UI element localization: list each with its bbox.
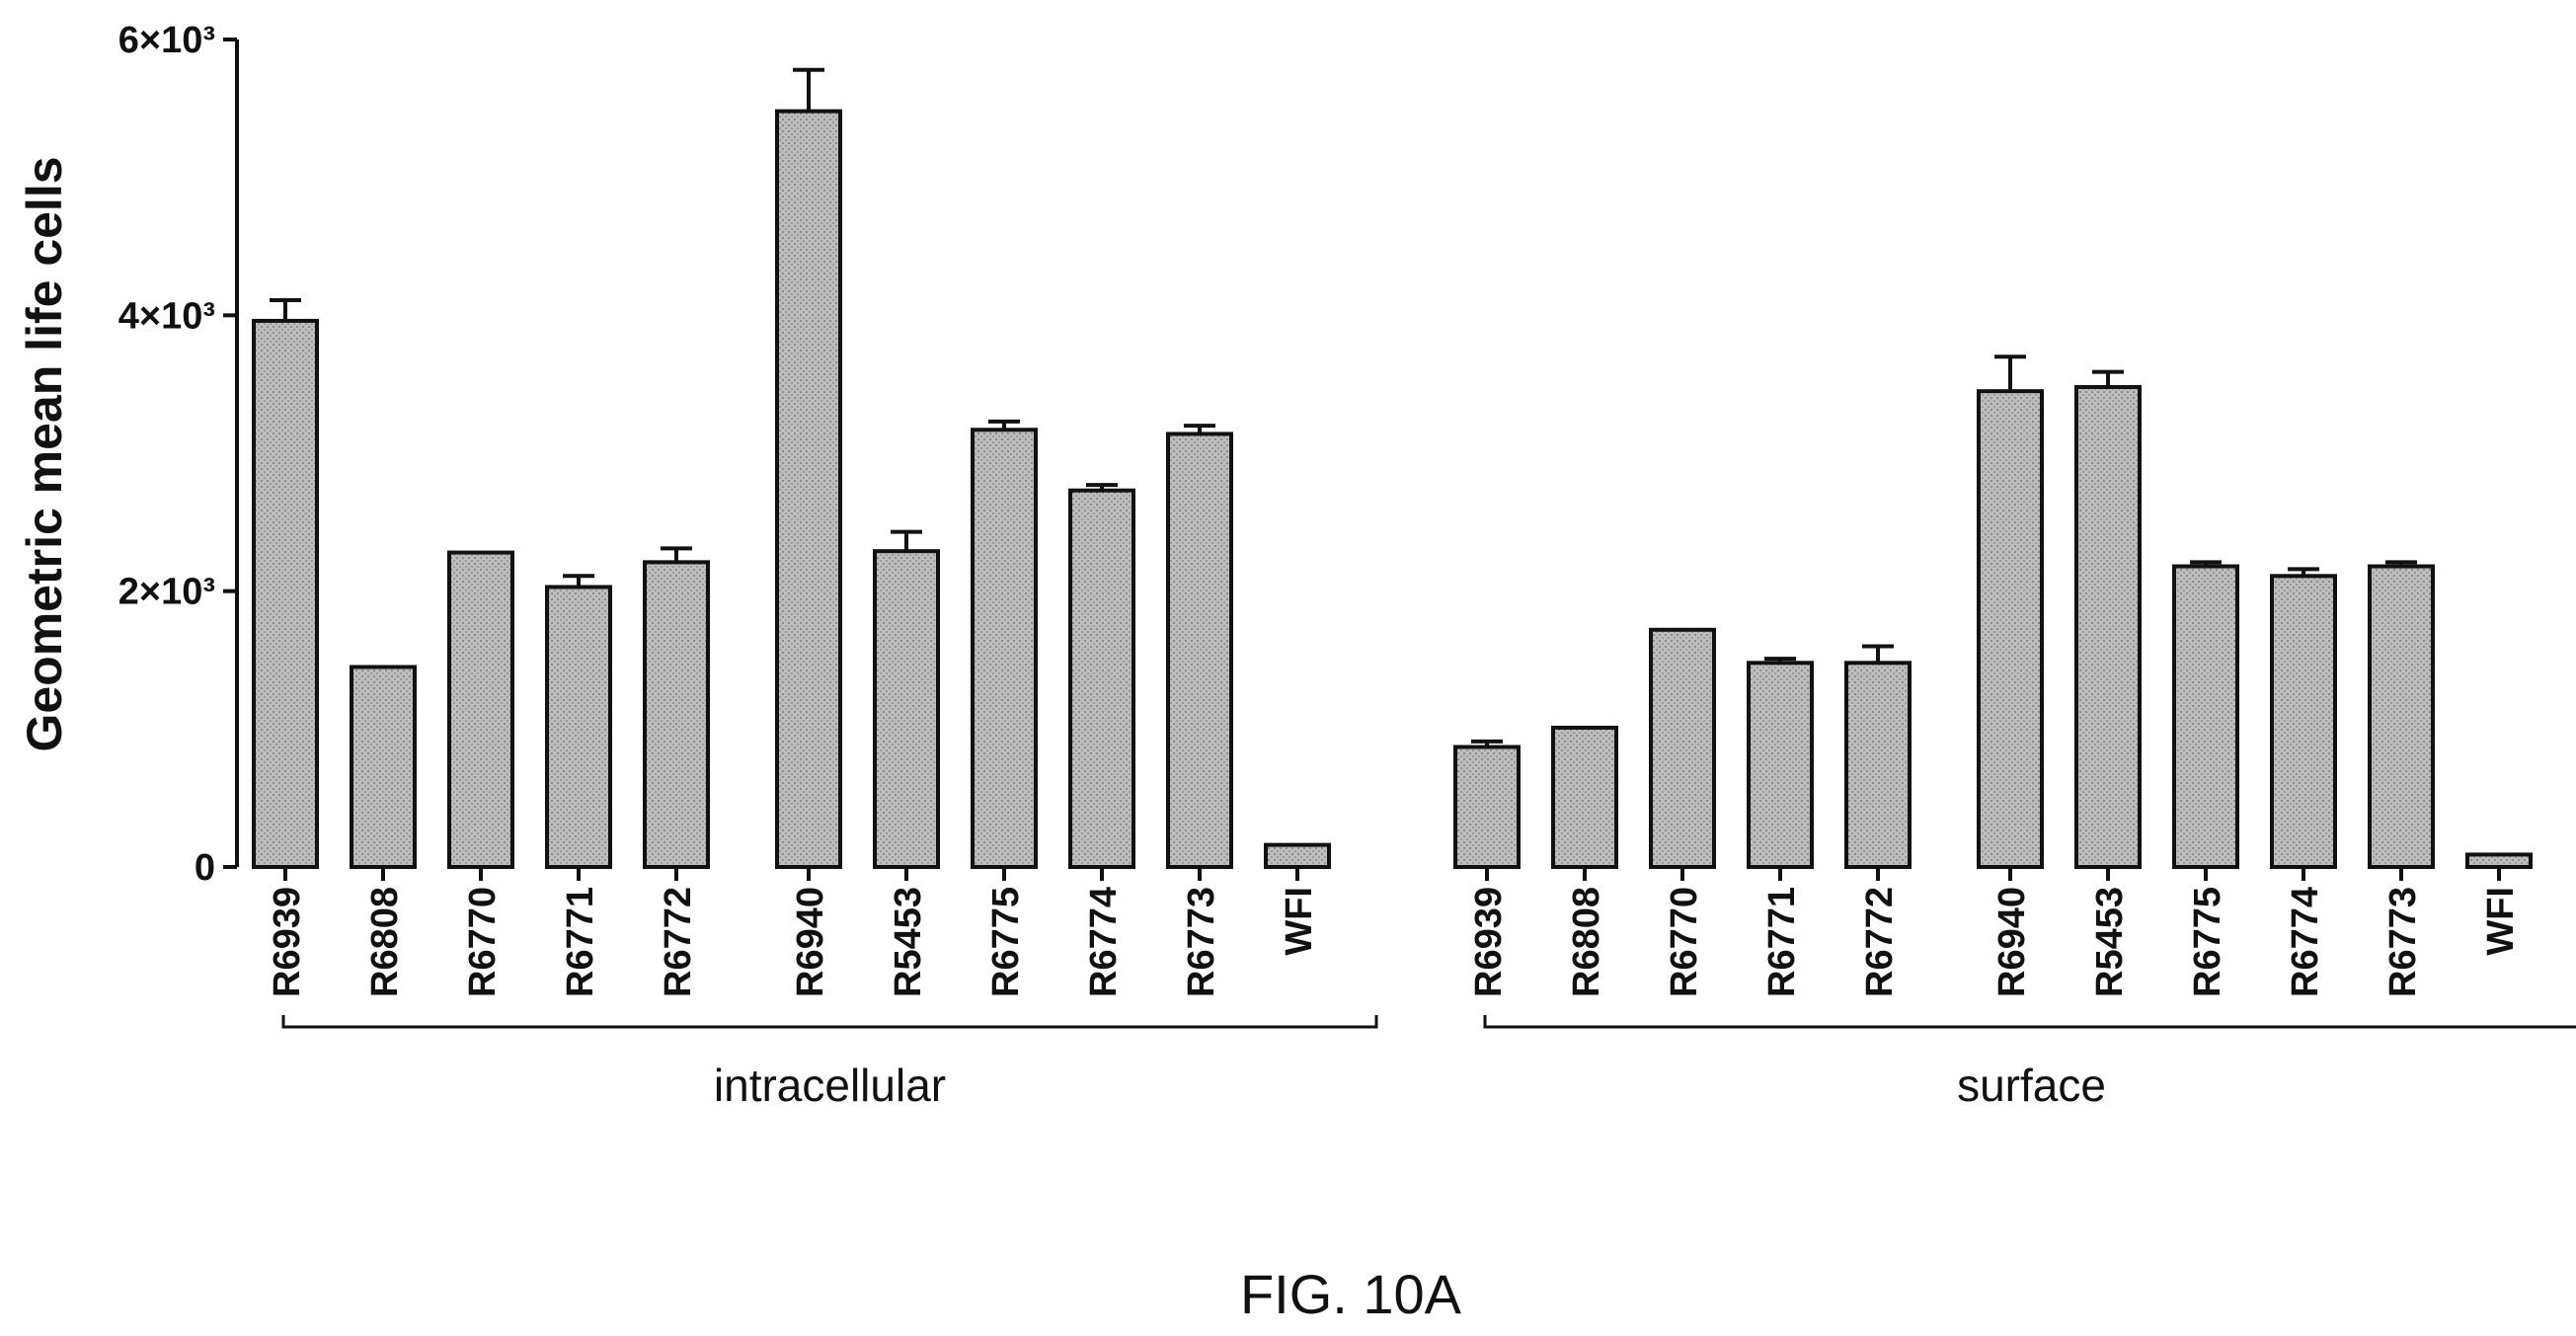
bar-surface-r5453 [2074,384,2142,869]
x-tick-label: R6940 [790,887,831,997]
bar-intracellular-r6773 [1166,432,1233,869]
x-tick-label: R6772 [1859,887,1901,997]
bar-surface-r6808 [1551,725,1618,869]
bar-intracellular-r6808 [350,665,417,869]
bar-surface-r6770 [1649,627,1716,869]
x-tick-label: R5453 [2089,887,2131,997]
bar-intracellular-r6940 [775,109,842,870]
bar-intracellular-r5453 [873,549,940,869]
x-tick-label: R6939 [1468,887,1510,997]
x-tick-label: R6939 [267,887,308,997]
x-tick-label: R6770 [1664,887,1705,997]
x-tick-label: R6940 [1991,887,2033,997]
x-tick-labels: R6939 R6808 R6770 R6771 R6772 R6940 R5453 R6775… [267,867,2522,997]
group-label-intracellular: intracellular [714,1060,946,1111]
x-tick-label: R6775 [2187,887,2228,997]
y-tick-label: 4×10³ [118,295,215,337]
x-tick-label: R6774 [1083,887,1125,997]
bars-layer [252,67,2533,870]
bar-surface-r6775 [2172,564,2239,869]
bar-surface-r6773 [2368,564,2435,869]
x-tick-label: R6772 [658,887,699,997]
x-tick-label: R6773 [1181,887,1222,997]
bar-intracellular-r6772 [643,560,710,869]
figure-caption: FIG. 10A [1240,1263,1462,1325]
y-axis: 0 2×10³ 4×10³ 6×10³ [118,20,239,889]
x-tick-label: R6773 [2382,887,2424,997]
x-tick-label: R6774 [2285,887,2326,997]
group-brackets: intracellular surface [281,1015,2576,1111]
x-tick-label: R6771 [1761,887,1803,997]
bar-intracellular-r6774 [1068,488,1135,869]
y-axis-title: Geometric mean life cells [17,156,72,751]
bar-surface-r6939 [1453,745,1521,869]
group-bracket-surface [1483,1015,2576,1029]
bar-surface-r6772 [1844,661,1912,869]
group-bracket-intracellular [281,1015,1378,1029]
bar-intracellular-wfi [1264,842,1331,869]
bar-intracellular-r6771 [545,585,612,870]
x-tick-label: R6770 [462,887,504,997]
bar-intracellular-r6770 [447,550,514,869]
x-tick-label: R6808 [1566,887,1607,997]
x-tick-label: R6775 [985,887,1027,997]
bar-surface-r6774 [2270,574,2337,869]
x-tick-label: WFI [1279,887,1320,956]
group-label-surface: surface [1957,1060,2106,1111]
bar-surface-wfi [2465,852,2533,869]
bar-intracellular-r6939 [252,318,319,870]
x-tick-label: R5453 [888,887,929,997]
x-tick-label: R6808 [364,887,406,997]
y-tick-label: 6×10³ [118,20,215,61]
y-tick-label: 0 [195,847,215,889]
bar-intracellular-r6775 [971,428,1038,869]
bar-surface-r6940 [1977,389,2044,869]
x-tick-label: WFI [2480,887,2522,956]
y-tick-label: 2×10³ [118,572,215,613]
bar-surface-r6771 [1747,661,1814,869]
x-tick-label: R6771 [560,887,601,997]
